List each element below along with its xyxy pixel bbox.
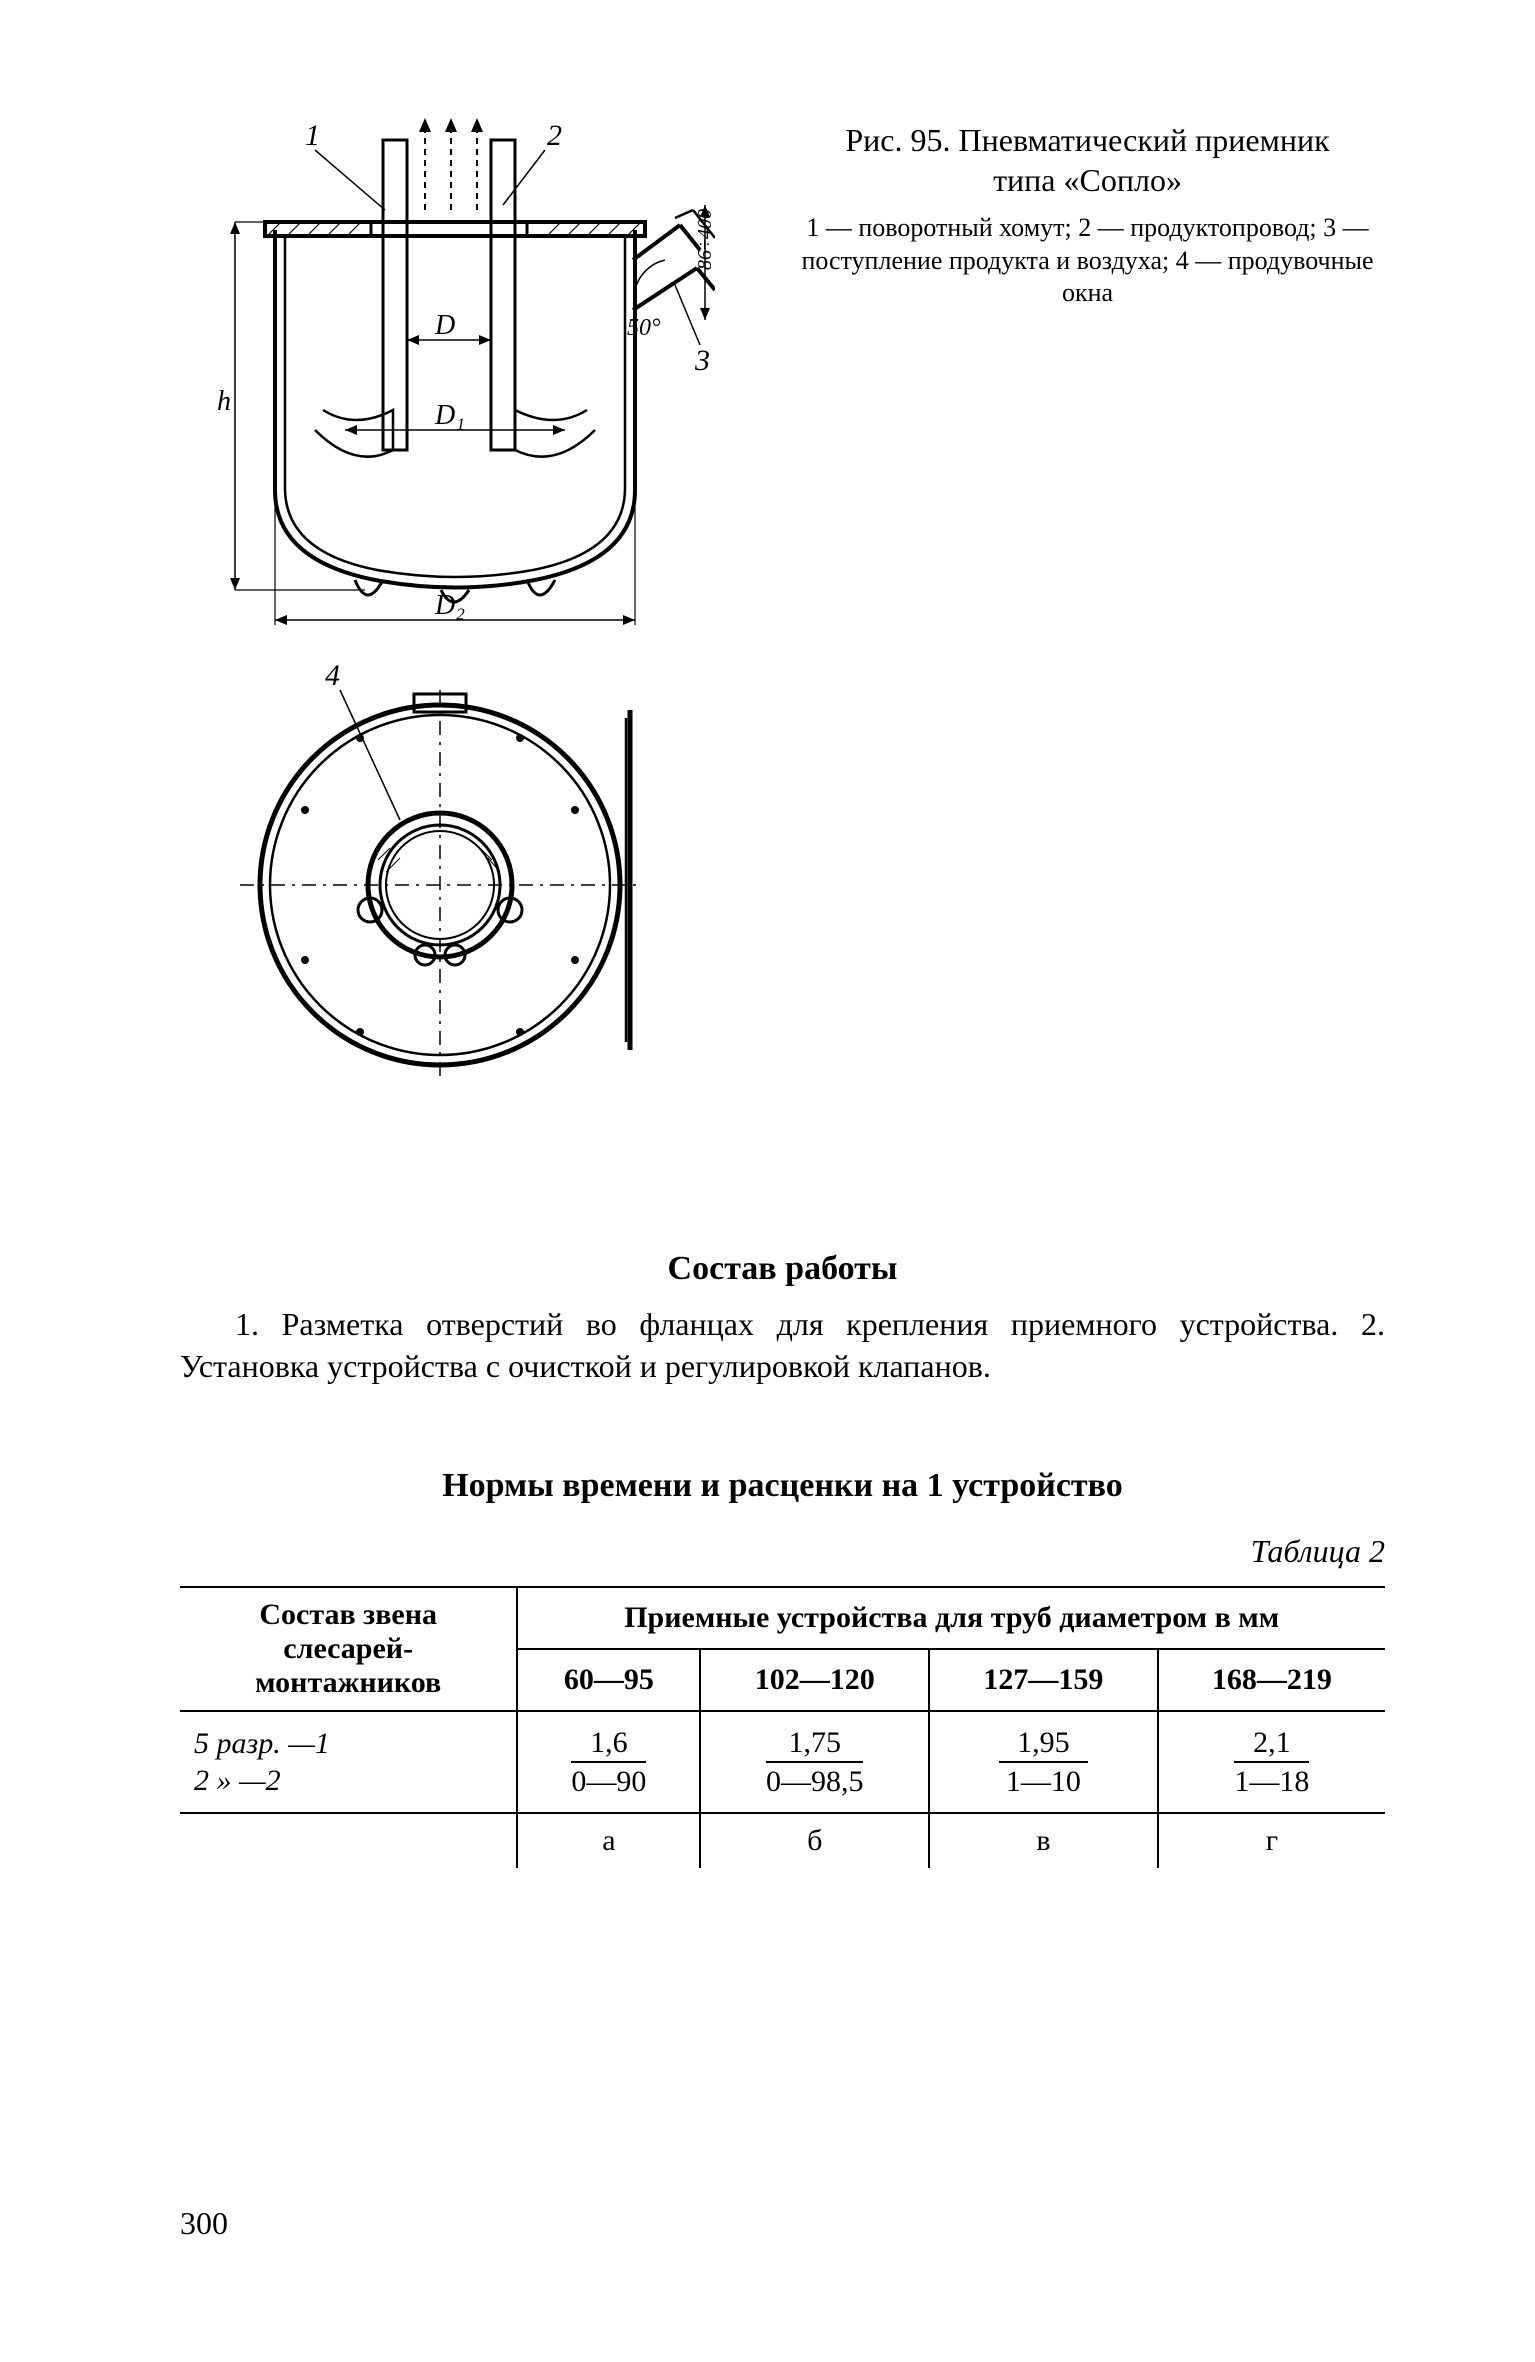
- value-cell-0: 1,60—90: [517, 1711, 700, 1813]
- callout-3: 3: [694, 344, 710, 377]
- figure-title-line1: Рис. 95. Пневматический приемник: [845, 122, 1329, 158]
- col-letter-2: в: [929, 1813, 1158, 1868]
- figure-plan-view: 4: [230, 650, 680, 1100]
- value-cell-1: 1,750—98,5: [700, 1711, 929, 1813]
- col-letter-3: г: [1158, 1813, 1385, 1868]
- col-header-3: 168—219: [1158, 1649, 1385, 1711]
- row-header: Состав звена слесарей-монтажников: [180, 1587, 517, 1711]
- dim-D1: D₁: [434, 400, 465, 431]
- page-number: 300: [180, 2205, 228, 2242]
- col-header-0: 60—95: [517, 1649, 700, 1711]
- norms-table: Состав звена слесарей-монтажников Приемн…: [180, 1586, 1385, 1868]
- col-letter-0: а: [517, 1813, 700, 1868]
- figure-section-view: 1 2 3 D D₁ D₂ h 50° 86÷400: [195, 110, 715, 630]
- figure-title-line2: типа «Сопло»: [993, 162, 1182, 198]
- work-composition-text: 1. Разметка отверстий во фланцах для кре…: [180, 1304, 1385, 1387]
- norms-title: Нормы времени и расценки на 1 устройство: [180, 1467, 1385, 1505]
- crew-composition: 5 разр. —1 2 » —2: [180, 1711, 517, 1813]
- figure-legend: 1 — поворотный хомут; 2 — продуктопровод…: [790, 212, 1385, 310]
- dim-h: h: [217, 386, 231, 417]
- dim-D: D: [434, 310, 455, 341]
- value-cell-2: 1,951—10: [929, 1711, 1158, 1813]
- callout-4: 4: [325, 659, 340, 692]
- col-group-header: Приемные устройства для труб диаметром в…: [517, 1587, 1385, 1649]
- col-header-2: 127—159: [929, 1649, 1158, 1711]
- callout-2: 2: [547, 119, 562, 152]
- work-composition-title: Состав работы: [180, 1250, 1385, 1288]
- callout-1: 1: [305, 119, 320, 152]
- col-header-1: 102—120: [700, 1649, 929, 1711]
- col-letter-1: б: [700, 1813, 929, 1868]
- dim-side: 86÷400: [694, 209, 715, 270]
- dim-D2: D₂: [434, 590, 465, 621]
- table-label: Таблица 2: [180, 1533, 1385, 1570]
- dim-angle: 50°: [627, 315, 661, 341]
- value-cell-3: 2,11—18: [1158, 1711, 1385, 1813]
